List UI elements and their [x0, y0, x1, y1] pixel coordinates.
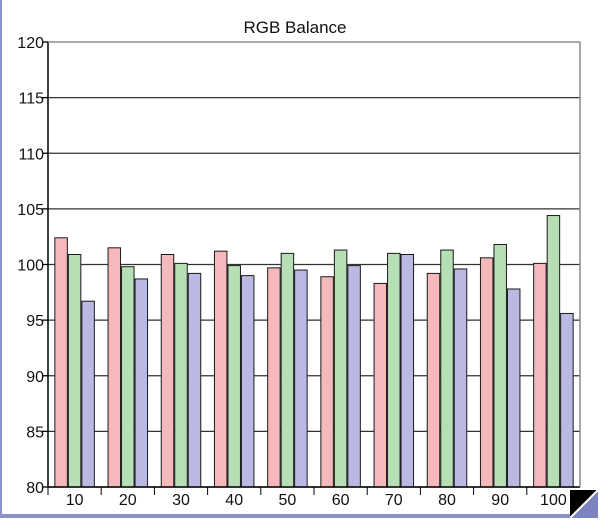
y-tick-label: 100 — [17, 258, 44, 275]
bar — [294, 269, 308, 488]
y-tick-label: 90 — [26, 369, 44, 386]
bar — [440, 249, 454, 488]
bar — [160, 253, 175, 488]
bar — [400, 253, 415, 488]
chart-title: RGB Balance — [244, 18, 347, 37]
bar — [240, 275, 255, 488]
bar — [213, 250, 228, 488]
x-tick-label: 80 — [438, 492, 456, 509]
y-tick-label: 95 — [26, 313, 44, 330]
bar — [533, 262, 547, 488]
bar — [506, 288, 521, 488]
y-tick-label: 105 — [17, 202, 44, 219]
y-tick-labels: 80 85 90 95 100 105 110 115 120 — [17, 35, 44, 497]
x-tick-label: 60 — [332, 492, 350, 509]
bar — [333, 249, 348, 488]
x-tick-label: 70 — [385, 492, 403, 509]
x-tick-label: 100 — [540, 492, 567, 509]
bar — [267, 267, 281, 488]
bar — [187, 272, 202, 488]
bar — [280, 252, 295, 488]
x-tick-labels: 10 20 30 40 50 60 70 80 90 100 — [47, 487, 567, 509]
bar — [493, 243, 507, 488]
x-tick-label: 50 — [279, 492, 297, 509]
resize-corner-icon[interactable] — [570, 490, 598, 518]
bar — [81, 300, 95, 488]
x-tick-label: 30 — [172, 492, 190, 509]
y-tick-label: 85 — [26, 424, 44, 441]
bar — [347, 265, 361, 488]
x-tick-label: 10 — [66, 492, 84, 509]
bar — [121, 266, 135, 488]
bar — [546, 215, 561, 488]
bar — [67, 253, 82, 488]
bar — [479, 257, 494, 488]
bar — [134, 278, 149, 488]
bar — [320, 276, 334, 488]
x-tick-label: 20 — [119, 492, 137, 509]
bar — [426, 272, 441, 488]
bar — [373, 282, 388, 488]
y-tick-label: 80 — [26, 480, 44, 497]
bar — [227, 265, 241, 488]
bar — [560, 312, 574, 488]
y-tick-label: 110 — [18, 146, 44, 163]
y-tick-label: 120 — [17, 35, 44, 52]
y-tick-label: 115 — [18, 91, 44, 108]
x-tick-label: 90 — [491, 492, 509, 509]
x-tick-label: 40 — [225, 492, 243, 509]
bar — [453, 268, 468, 488]
bar — [174, 262, 188, 488]
bar — [107, 247, 122, 488]
bars — [54, 215, 574, 488]
bar — [54, 237, 68, 488]
bar — [387, 252, 401, 488]
